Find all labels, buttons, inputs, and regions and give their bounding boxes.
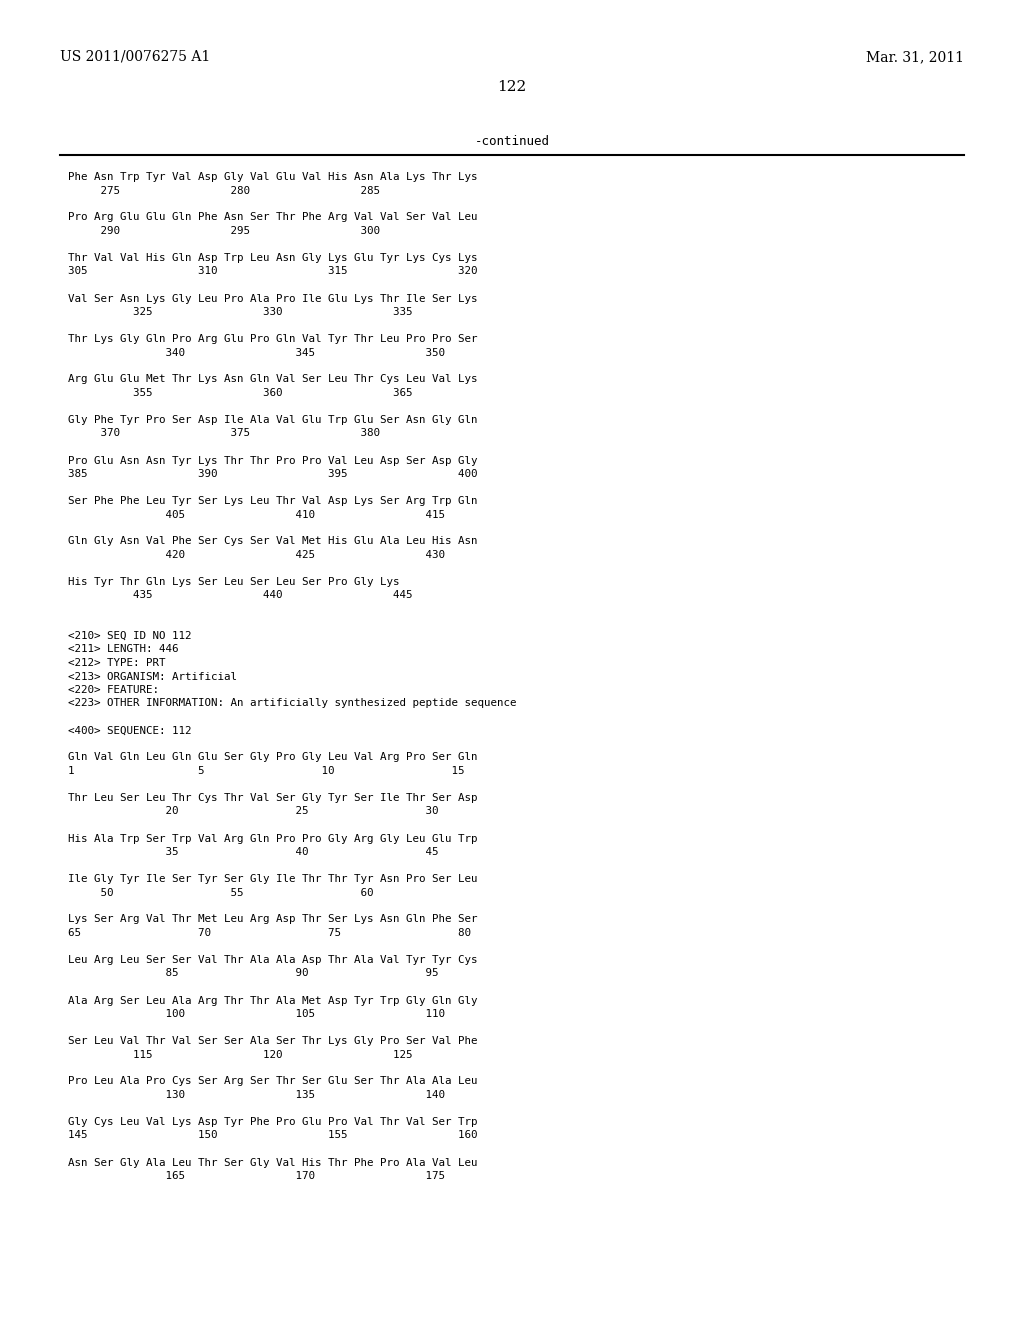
Text: Arg Glu Glu Met Thr Lys Asn Gln Val Ser Leu Thr Cys Leu Val Lys: Arg Glu Glu Met Thr Lys Asn Gln Val Ser … — [68, 375, 477, 384]
Text: 370                 375                 380: 370 375 380 — [68, 429, 380, 438]
Text: 1                   5                  10                  15: 1 5 10 15 — [68, 766, 465, 776]
Text: Lys Ser Arg Val Thr Met Leu Arg Asp Thr Ser Lys Asn Gln Phe Ser: Lys Ser Arg Val Thr Met Leu Arg Asp Thr … — [68, 915, 477, 924]
Text: Ala Arg Ser Leu Ala Arg Thr Thr Ala Met Asp Tyr Trp Gly Gln Gly: Ala Arg Ser Leu Ala Arg Thr Thr Ala Met … — [68, 995, 477, 1006]
Text: 35                  40                  45: 35 40 45 — [68, 847, 438, 857]
Text: Val Ser Asn Lys Gly Leu Pro Ala Pro Ile Glu Lys Thr Ile Ser Lys: Val Ser Asn Lys Gly Leu Pro Ala Pro Ile … — [68, 293, 477, 304]
Text: 50                  55                  60: 50 55 60 — [68, 887, 374, 898]
Text: 100                 105                 110: 100 105 110 — [68, 1008, 445, 1019]
Text: Leu Arg Leu Ser Ser Val Thr Ala Ala Asp Thr Ala Val Tyr Tyr Cys: Leu Arg Leu Ser Ser Val Thr Ala Ala Asp … — [68, 954, 477, 965]
Text: 122: 122 — [498, 81, 526, 94]
Text: Phe Asn Trp Tyr Val Asp Gly Val Glu Val His Asn Ala Lys Thr Lys: Phe Asn Trp Tyr Val Asp Gly Val Glu Val … — [68, 172, 477, 182]
Text: -continued: -continued — [474, 135, 550, 148]
Text: <212> TYPE: PRT: <212> TYPE: PRT — [68, 657, 166, 668]
Text: 420                 425                 430: 420 425 430 — [68, 550, 445, 560]
Text: Ile Gly Tyr Ile Ser Tyr Ser Gly Ile Thr Thr Tyr Asn Pro Ser Leu: Ile Gly Tyr Ile Ser Tyr Ser Gly Ile Thr … — [68, 874, 477, 884]
Text: 290                 295                 300: 290 295 300 — [68, 226, 380, 236]
Text: 275                 280                 285: 275 280 285 — [68, 186, 380, 195]
Text: Gln Gly Asn Val Phe Ser Cys Ser Val Met His Glu Ala Leu His Asn: Gln Gly Asn Val Phe Ser Cys Ser Val Met … — [68, 536, 477, 546]
Text: 325                 330                 335: 325 330 335 — [68, 308, 413, 317]
Text: Asn Ser Gly Ala Leu Thr Ser Gly Val His Thr Phe Pro Ala Val Leu: Asn Ser Gly Ala Leu Thr Ser Gly Val His … — [68, 1158, 477, 1167]
Text: Gln Val Gln Leu Gln Glu Ser Gly Pro Gly Leu Val Arg Pro Ser Gln: Gln Val Gln Leu Gln Glu Ser Gly Pro Gly … — [68, 752, 477, 763]
Text: 145                 150                 155                 160: 145 150 155 160 — [68, 1130, 477, 1140]
Text: Ser Phe Phe Leu Tyr Ser Lys Leu Thr Val Asp Lys Ser Arg Trp Gln: Ser Phe Phe Leu Tyr Ser Lys Leu Thr Val … — [68, 496, 477, 506]
Text: <400> SEQUENCE: 112: <400> SEQUENCE: 112 — [68, 726, 191, 735]
Text: 305                 310                 315                 320: 305 310 315 320 — [68, 267, 477, 276]
Text: 405                 410                 415: 405 410 415 — [68, 510, 445, 520]
Text: Thr Lys Gly Gln Pro Arg Glu Pro Gln Val Tyr Thr Leu Pro Pro Ser: Thr Lys Gly Gln Pro Arg Glu Pro Gln Val … — [68, 334, 477, 345]
Text: Mar. 31, 2011: Mar. 31, 2011 — [866, 50, 964, 63]
Text: 65                  70                  75                  80: 65 70 75 80 — [68, 928, 471, 939]
Text: <223> OTHER INFORMATION: An artificially synthesized peptide sequence: <223> OTHER INFORMATION: An artificially… — [68, 698, 516, 709]
Text: 20                  25                  30: 20 25 30 — [68, 807, 438, 817]
Text: Gly Cys Leu Val Lys Asp Tyr Phe Pro Glu Pro Val Thr Val Ser Trp: Gly Cys Leu Val Lys Asp Tyr Phe Pro Glu … — [68, 1117, 477, 1127]
Text: Pro Arg Glu Glu Gln Phe Asn Ser Thr Phe Arg Val Val Ser Val Leu: Pro Arg Glu Glu Gln Phe Asn Ser Thr Phe … — [68, 213, 477, 223]
Text: 355                 360                 365: 355 360 365 — [68, 388, 413, 399]
Text: His Tyr Thr Gln Lys Ser Leu Ser Leu Ser Pro Gly Lys: His Tyr Thr Gln Lys Ser Leu Ser Leu Ser … — [68, 577, 399, 587]
Text: 435                 440                 445: 435 440 445 — [68, 590, 413, 601]
Text: His Ala Trp Ser Trp Val Arg Gln Pro Pro Gly Arg Gly Leu Glu Trp: His Ala Trp Ser Trp Val Arg Gln Pro Pro … — [68, 833, 477, 843]
Text: Thr Leu Ser Leu Thr Cys Thr Val Ser Gly Tyr Ser Ile Thr Ser Asp: Thr Leu Ser Leu Thr Cys Thr Val Ser Gly … — [68, 793, 477, 803]
Text: 385                 390                 395                 400: 385 390 395 400 — [68, 469, 477, 479]
Text: 340                 345                 350: 340 345 350 — [68, 347, 445, 358]
Text: Ser Leu Val Thr Val Ser Ser Ala Ser Thr Lys Gly Pro Ser Val Phe: Ser Leu Val Thr Val Ser Ser Ala Ser Thr … — [68, 1036, 477, 1045]
Text: <213> ORGANISM: Artificial: <213> ORGANISM: Artificial — [68, 672, 237, 681]
Text: 115                 120                 125: 115 120 125 — [68, 1049, 413, 1060]
Text: Thr Val Val His Gln Asp Trp Leu Asn Gly Lys Glu Tyr Lys Cys Lys: Thr Val Val His Gln Asp Trp Leu Asn Gly … — [68, 253, 477, 263]
Text: 165                 170                 175: 165 170 175 — [68, 1171, 445, 1181]
Text: <210> SEQ ID NO 112: <210> SEQ ID NO 112 — [68, 631, 191, 642]
Text: 130                 135                 140: 130 135 140 — [68, 1090, 445, 1100]
Text: US 2011/0076275 A1: US 2011/0076275 A1 — [60, 50, 210, 63]
Text: 85                  90                  95: 85 90 95 — [68, 969, 438, 978]
Text: Gly Phe Tyr Pro Ser Asp Ile Ala Val Glu Trp Glu Ser Asn Gly Gln: Gly Phe Tyr Pro Ser Asp Ile Ala Val Glu … — [68, 414, 477, 425]
Text: <211> LENGTH: 446: <211> LENGTH: 446 — [68, 644, 178, 655]
Text: Pro Glu Asn Asn Tyr Lys Thr Thr Pro Pro Val Leu Asp Ser Asp Gly: Pro Glu Asn Asn Tyr Lys Thr Thr Pro Pro … — [68, 455, 477, 466]
Text: <220> FEATURE:: <220> FEATURE: — [68, 685, 159, 696]
Text: Pro Leu Ala Pro Cys Ser Arg Ser Thr Ser Glu Ser Thr Ala Ala Leu: Pro Leu Ala Pro Cys Ser Arg Ser Thr Ser … — [68, 1077, 477, 1086]
